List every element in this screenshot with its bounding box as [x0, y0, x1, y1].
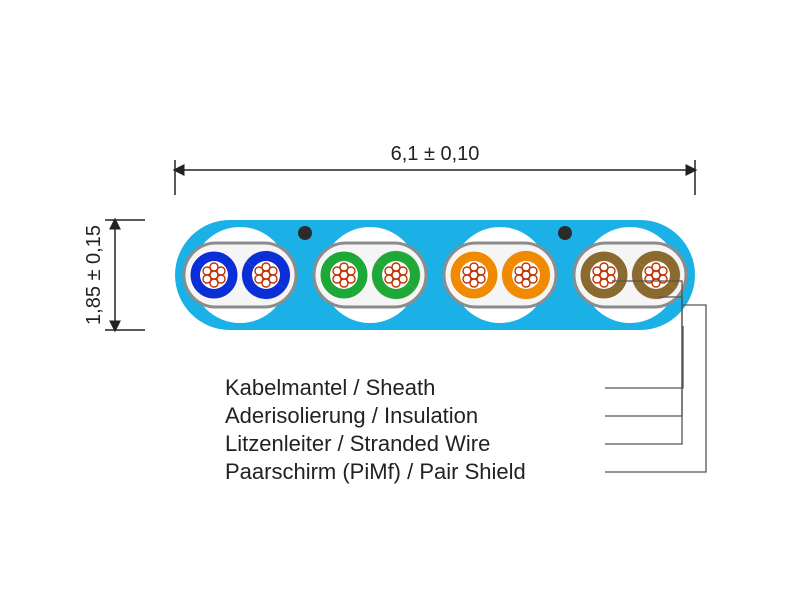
- conductor-bg: [200, 261, 228, 289]
- label-insulation: Aderisolierung / Insulation: [225, 403, 478, 428]
- width-dimension: 6,1 ± 0,10: [175, 143, 695, 195]
- callout-labels: Kabelmantel / Sheath Aderisolierung / In…: [225, 375, 526, 484]
- conductor-bg: [252, 261, 280, 289]
- leader-line: [605, 326, 683, 388]
- label-shield: Paarschirm (PiMf) / Pair Shield: [225, 459, 526, 484]
- height-dimension-label: 1,85 ± 0,15: [83, 225, 105, 325]
- conductor-bg: [460, 261, 488, 289]
- cable-body: [175, 220, 695, 330]
- ripcord: [298, 226, 312, 240]
- height-dimension: 1,85 ± 0,15: [83, 220, 145, 330]
- conductor-bg: [330, 261, 358, 289]
- cable-cross-section-diagram: 6,1 ± 0,10 1,85 ± 0,15 Kabelmantel / She…: [0, 0, 800, 600]
- ripcord: [558, 226, 572, 240]
- conductor-bg: [642, 261, 670, 289]
- label-sheath: Kabelmantel / Sheath: [225, 375, 435, 400]
- conductor-bg: [382, 261, 410, 289]
- conductor-bg: [512, 261, 540, 289]
- label-stranded: Litzenleiter / Stranded Wire: [225, 431, 490, 456]
- conductor-bg: [590, 261, 618, 289]
- width-dimension-label: 6,1 ± 0,10: [391, 143, 480, 165]
